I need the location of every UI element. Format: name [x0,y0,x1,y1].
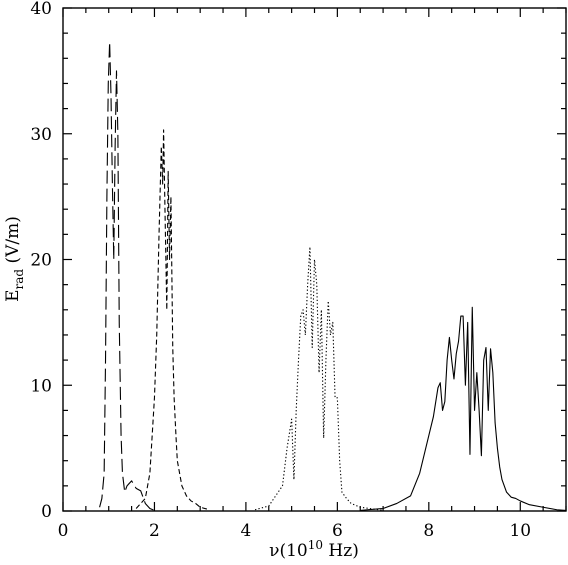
y-tick-label: 0 [41,502,52,522]
y-tick-label: 30 [30,125,52,145]
series-line-solid [360,306,567,511]
y-tick-label: 40 [30,0,52,19]
y-tick-label: 20 [30,251,52,271]
x-axis-title-exponent: 10 [308,538,323,552]
y-axis-title-main: E [3,289,23,301]
x-tick-label: 8 [423,521,434,541]
y-axis-title: Erad (V/m) [3,216,26,302]
series-line-dotted [254,246,384,511]
x-tick-labels: 0 2 4 6 8 10 [58,521,532,541]
x-axis-title-prefix: ν(10 [269,541,308,561]
y-tick-label: 10 [30,376,52,396]
y-tick-labels: 0 10 20 30 40 [30,0,52,522]
x-tick-label: 4 [240,521,251,541]
x-tick-label: 0 [58,521,69,541]
x-axis-title-suffix: Hz) [323,541,359,561]
series-line-short-dash [135,129,210,511]
x-tick-label: 10 [509,521,531,541]
y-axis-title-suffix: (V/m) [3,216,23,269]
plot-frame [62,7,567,512]
x-tick-label: 6 [332,521,343,541]
y-axis-title-subscript: rad [12,269,26,290]
x-axis-title: ν(1010 Hz) [269,538,359,561]
series-layer [99,41,567,511]
series-line-long-dash [99,41,155,511]
axis-ticks [62,7,567,512]
x-tick-label: 2 [149,521,160,541]
